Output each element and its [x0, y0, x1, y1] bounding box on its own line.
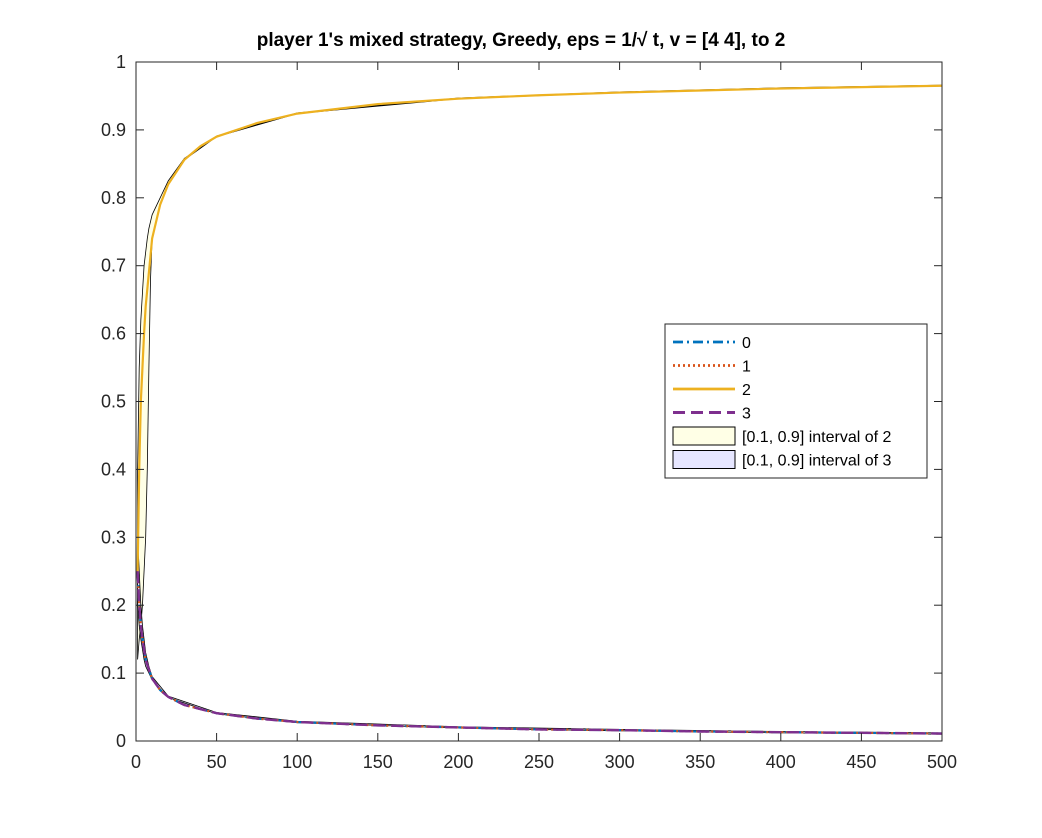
x-tick-label: 500 [927, 752, 957, 772]
x-tick-label: 200 [443, 752, 473, 772]
series-line-3 [136, 571, 942, 735]
x-tick-label: 450 [846, 752, 876, 772]
data-layer [136, 84, 942, 735]
legend-label-3: 3 [742, 406, 751, 423]
legend-label-2: 2 [742, 382, 751, 399]
y-tick-label: 0.9 [101, 120, 126, 140]
legend-label-0: 0 [742, 335, 751, 352]
y-tick-label: 0 [116, 731, 126, 751]
y-tick-label: 0.1 [101, 663, 126, 683]
x-tick-label: 250 [524, 752, 554, 772]
legend-swatch-band-2 [672, 426, 736, 446]
legend-label-1: 1 [742, 359, 751, 376]
x-tick-label: 0 [131, 752, 141, 772]
chart-title: player 1's mixed strategy, Greedy, eps =… [256, 30, 786, 51]
y-tick-label: 0.5 [101, 392, 126, 412]
x-tick-label: 400 [766, 752, 796, 772]
y-tick-label: 1 [116, 52, 126, 72]
x-tick-label: 300 [605, 752, 635, 772]
series-line-2 [136, 84, 942, 572]
legend-label-band-3: [0.1, 0.9] interval of 3 [742, 453, 892, 470]
legend-swatch-band-3 [672, 450, 736, 469]
x-tick-label: 150 [363, 752, 393, 772]
y-tick-label: 0.3 [101, 527, 126, 547]
y-tick-label: 0.2 [101, 595, 126, 615]
x-tick-label: 100 [282, 752, 312, 772]
y-tick-label: 0.8 [101, 188, 126, 208]
legend-label-band-2: [0.1, 0.9] interval of 2 [742, 429, 892, 446]
y-tick-label: 0.4 [101, 459, 126, 479]
band-2 [137, 84, 942, 660]
x-tick-label: 350 [685, 752, 715, 772]
y-tick-label: 0.7 [101, 256, 126, 276]
y-tick-label: 0.6 [101, 324, 126, 344]
x-tick-label: 50 [207, 752, 227, 772]
